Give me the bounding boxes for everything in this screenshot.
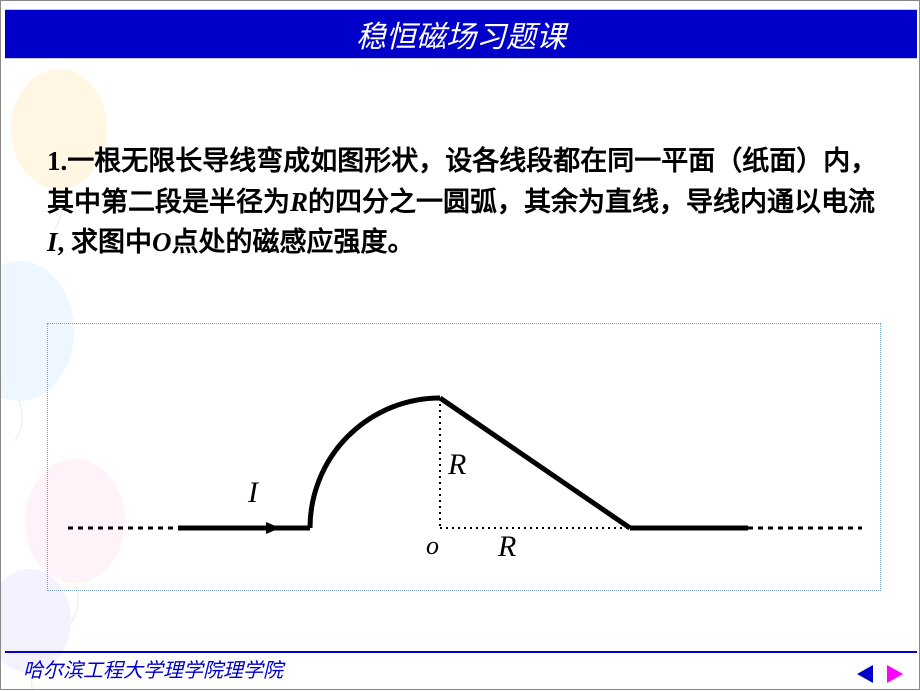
label-o: o	[426, 531, 439, 560]
nav-prev-button[interactable]	[853, 663, 879, 685]
triangle-left-icon	[853, 663, 879, 685]
problem-part-2: , 求图中	[58, 227, 153, 257]
problem-italic-I: I	[47, 227, 58, 257]
page-title: 稳恒磁场习题课	[356, 12, 566, 56]
wire-segment-3	[440, 398, 630, 528]
problem-part-1: 的四分之一圆弧，其余为直线，导线内通以电流	[308, 187, 875, 217]
label-I: I	[247, 476, 260, 509]
footer-divider	[5, 651, 917, 653]
problem-text: 1.一根无限长导线弯成如图形状，设各线段都在同一平面（纸面）内，其中第二段是半径…	[47, 141, 879, 263]
nav-next-button[interactable]	[881, 663, 907, 685]
label-R-vertical: R	[447, 448, 466, 481]
title-bar: 稳恒磁场习题课	[5, 9, 917, 59]
problem-italic-R: R	[290, 187, 308, 217]
diagram-container: I R R o	[47, 323, 881, 591]
footer-institution: 哈尔滨工程大学理学院理学院	[23, 654, 283, 683]
problem-italic-O: O	[152, 227, 172, 257]
wire-diagram: I R R o	[48, 324, 882, 592]
nav-buttons	[853, 663, 907, 685]
problem-part-3: 点处的磁感应强度。	[172, 227, 415, 257]
problem-number: 1.	[47, 146, 67, 176]
wire-arc	[310, 398, 440, 528]
current-arrow-icon	[266, 522, 280, 534]
triangle-right-icon	[881, 663, 907, 685]
label-R-horizontal: R	[497, 530, 516, 563]
footer-bar: 哈尔滨工程大学理学院理学院	[1, 651, 920, 689]
